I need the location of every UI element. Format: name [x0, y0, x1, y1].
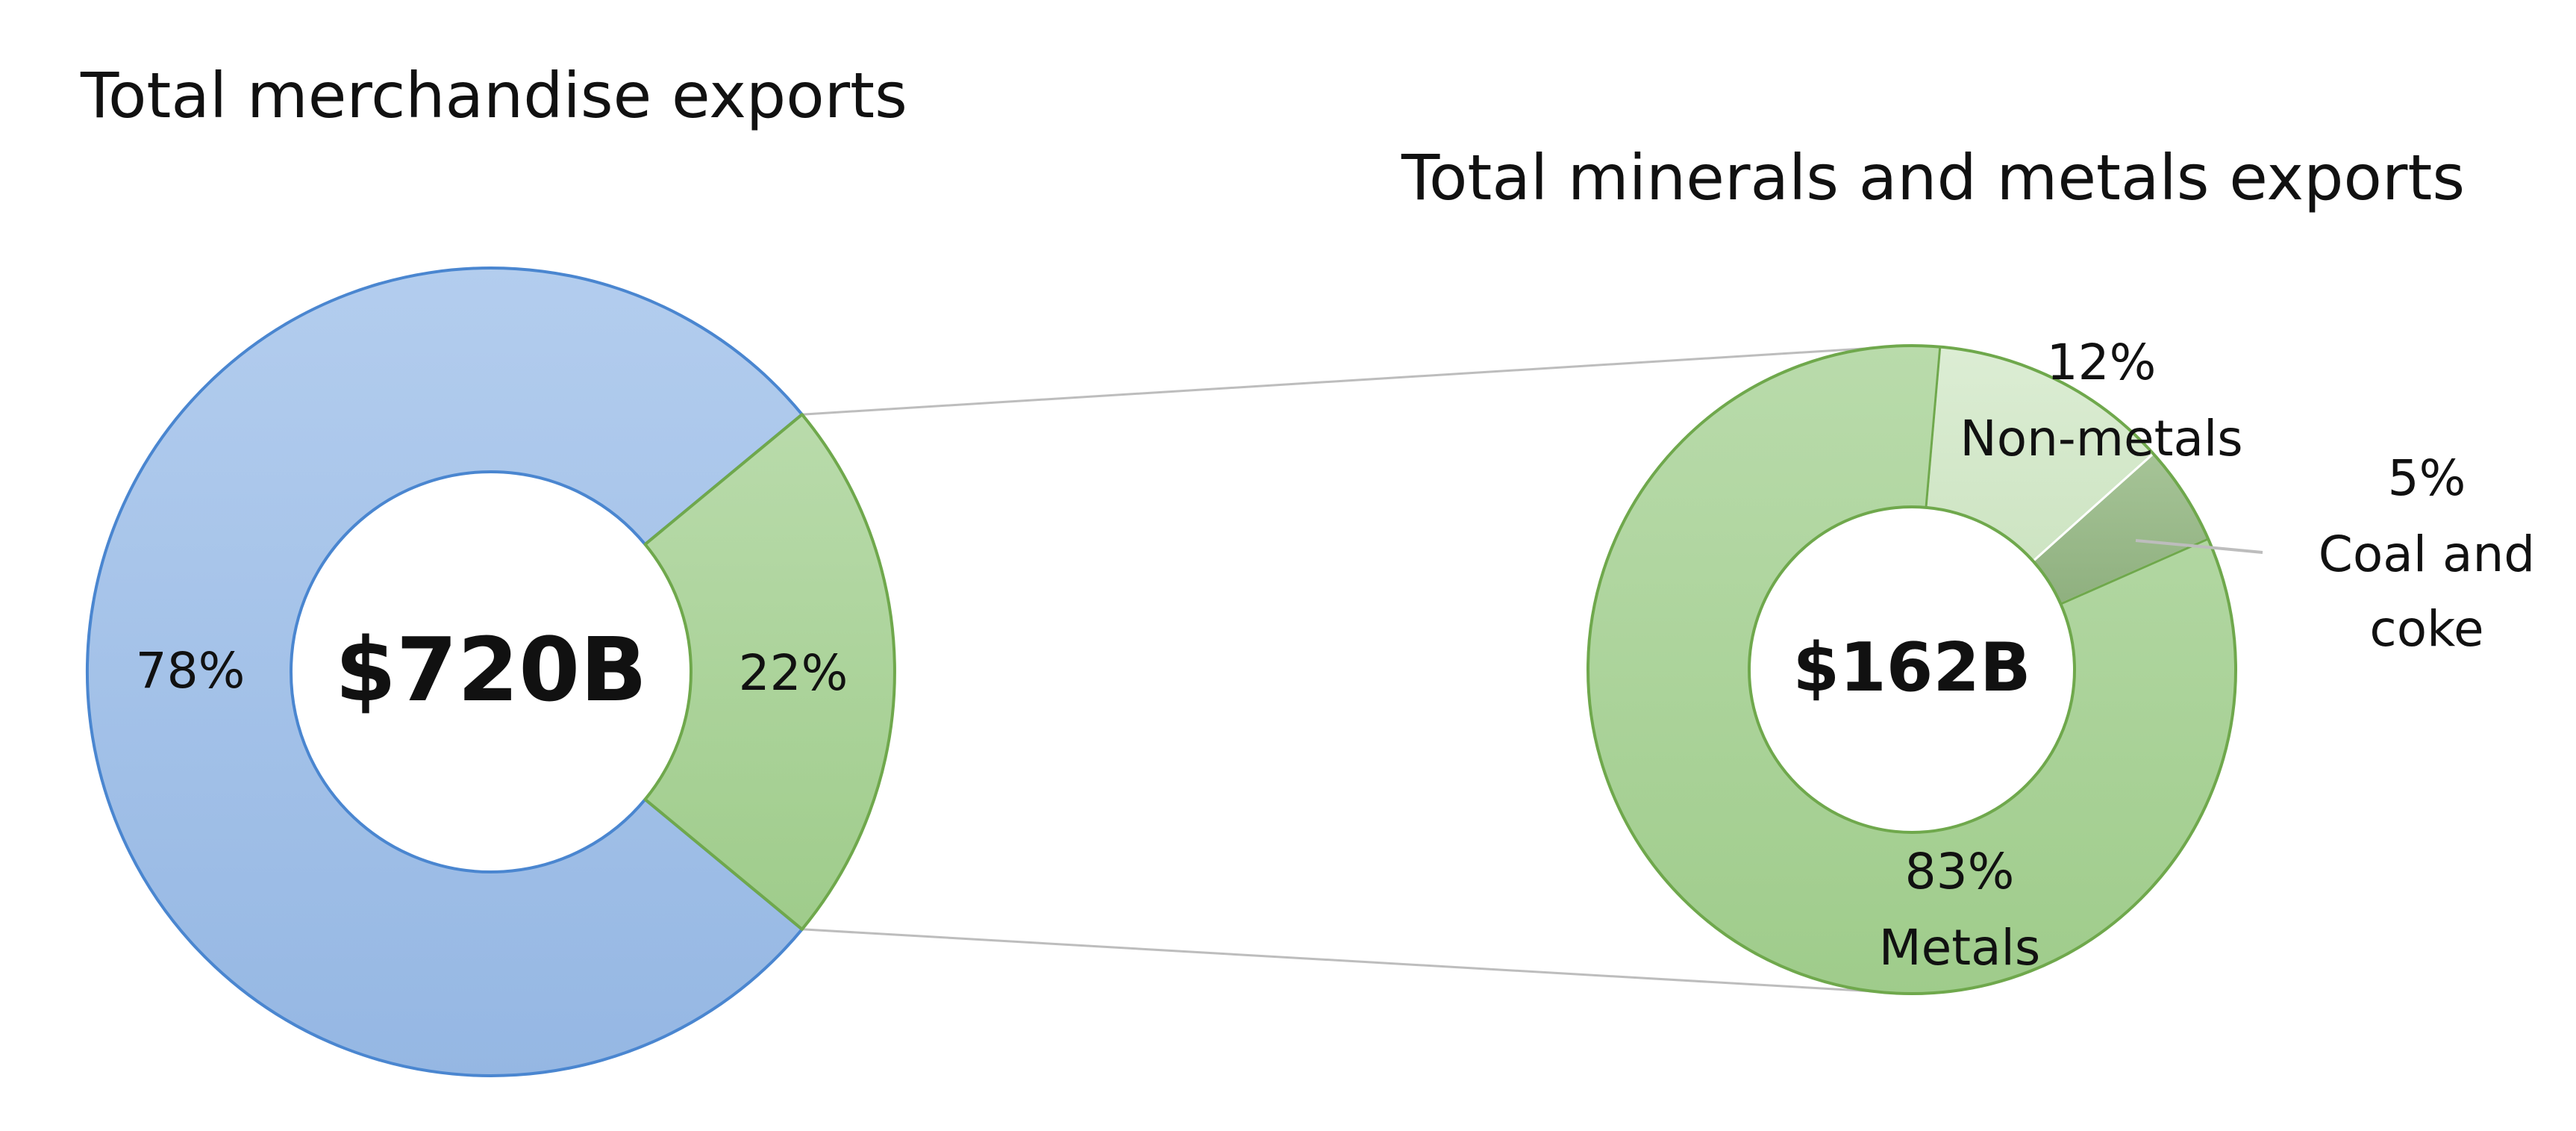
connector-line-top	[801, 344, 1913, 416]
minerals-slices	[1586, 344, 2237, 995]
coal-coke-leader-line	[2135, 539, 2263, 554]
minerals-metals-slice	[643, 413, 896, 931]
minerals-total-value: $162B	[1792, 629, 2031, 707]
slice-label-coal-name-line2: coke	[2369, 600, 2483, 658]
merchandise-total-value: $720B	[335, 618, 647, 721]
minerals-outer-ring	[1586, 344, 2237, 995]
merchandise-chart-title: Total merchandise exports	[80, 59, 907, 132]
slice-label-non-metals-name: Non-metals	[1960, 410, 2242, 467]
slice-label-metals-pct: 83%	[1905, 843, 2015, 900]
slice-label-non-metals-pct: 12%	[2047, 334, 2157, 391]
connector-line-bottom	[801, 928, 1913, 995]
zoom-connector-lines	[801, 344, 1913, 995]
other-merchandise-slice	[86, 267, 804, 1077]
minerals-metals-exports-donut: Total minerals and metals exports 12% No…	[1401, 141, 2535, 995]
merchandise-slices	[86, 267, 896, 1077]
slice-label-other-pct: 78%	[136, 642, 246, 700]
slice-label-metals-name: Metals	[1879, 919, 2041, 976]
slice-label-coal-pct: 5%	[2388, 449, 2466, 507]
slice-label-minerals-pct: 22%	[739, 644, 848, 702]
minerals-inner-ring	[1748, 505, 2076, 834]
slice-label-coal-name-line1: Coal and	[2319, 526, 2535, 583]
merchandise-exports-donut: Total merchandise exports 78% 22% $720B	[80, 59, 907, 1077]
minerals-chart-title: Total minerals and metals exports	[1401, 141, 2465, 214]
